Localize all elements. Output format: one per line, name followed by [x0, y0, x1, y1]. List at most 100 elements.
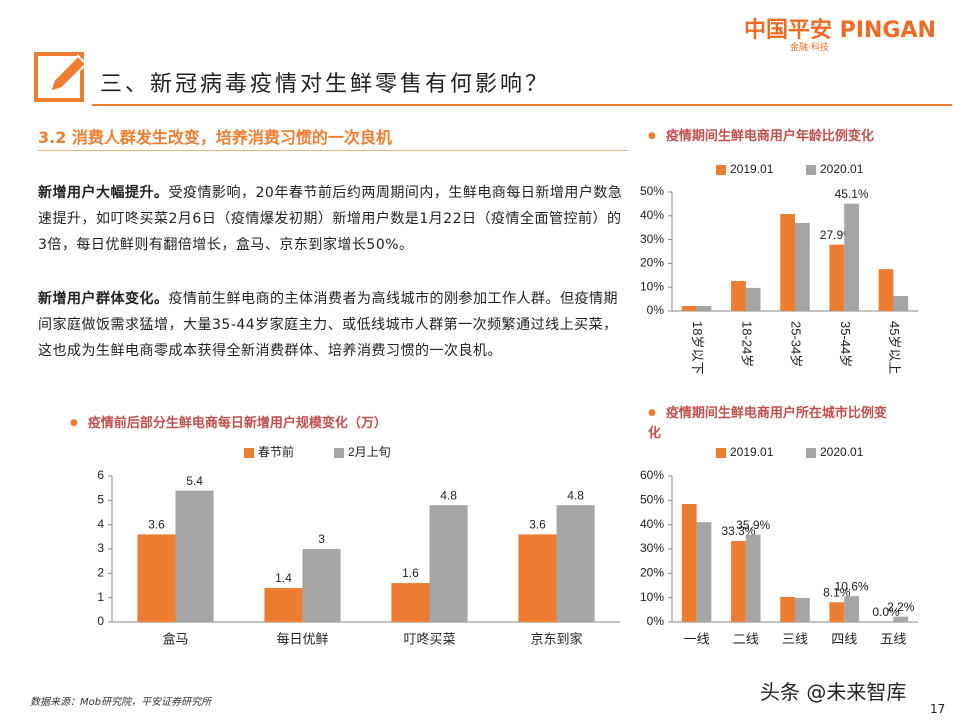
bar [391, 583, 430, 622]
bar [745, 534, 761, 622]
heading: 三、新冠病毒疫情对生鲜零售有何影响？ [100, 72, 551, 97]
legend-swatch [244, 448, 254, 458]
x-tick-label: 叮咚买菜 [403, 631, 455, 646]
y-tick-label: 0% [647, 303, 665, 317]
page-number: 17 [930, 702, 946, 716]
x-tick-label: 二线 [733, 631, 759, 646]
data-label: 45.1% [835, 187, 869, 201]
data-label: 8.1% [823, 585, 851, 599]
y-tick-label: 0 [97, 614, 104, 628]
x-tick-label: 三线 [782, 631, 808, 646]
source: 数据来源：Mob研究院，平安证券研究所 [30, 697, 212, 708]
y-tick-label: 30% [640, 541, 664, 555]
legend-swatch [806, 448, 816, 458]
y-tick-label: 0% [647, 614, 665, 628]
bar [681, 503, 697, 622]
subheading: 3.2 消费人群发生改变，培养消费习惯的一次良机 [38, 128, 392, 147]
y-tick-label: 40% [640, 517, 664, 531]
data-label: 4.8 [440, 488, 457, 502]
heading-rule [92, 104, 952, 106]
bar [696, 306, 712, 311]
data-label: 0.0% [872, 605, 900, 619]
heading-icon [34, 52, 88, 102]
bar [302, 549, 341, 622]
y-tick-label: 30% [640, 232, 664, 246]
legend-label: 2月上旬 [348, 445, 391, 459]
data-label: 33.3% [721, 524, 755, 538]
y-tick-label: 20% [640, 566, 664, 580]
legend-label: 2019.01 [730, 162, 774, 176]
bar [780, 596, 795, 622]
bar [780, 213, 795, 311]
x-tick-label: 18-24岁 [739, 321, 754, 367]
x-tick-label: 18岁以下 [690, 321, 705, 374]
legend-swatch [806, 165, 816, 175]
y-tick-label: 50% [640, 493, 664, 507]
data-label: 2.2% [887, 600, 915, 614]
data-label: 3.6 [148, 518, 165, 532]
y-tick-label: 1 [97, 590, 104, 604]
bar [745, 287, 761, 311]
bar [137, 534, 176, 622]
legend-label: 春节前 [258, 444, 294, 459]
data-label: 5.4 [186, 474, 203, 488]
bar [731, 540, 746, 622]
paragraph-text: 受疫情影响，20年春节前后约两周期间内，生鲜电商每日新增用户数急速提升，如叮咚买… [38, 185, 623, 253]
subheading-rule [38, 150, 628, 151]
bar [696, 522, 712, 622]
y-tick-label: 10% [640, 590, 664, 604]
legend-label: 2019.01 [730, 445, 774, 459]
y-tick-label: 10% [640, 279, 664, 293]
y-tick-label: 3 [97, 541, 104, 555]
paragraph: 新增用户大幅提升。受疫情影响，20年春节前后约两周期间内，生鲜电商每日新增用户数… [38, 180, 630, 258]
bar [829, 244, 845, 311]
bar [844, 203, 859, 311]
bar [518, 534, 557, 622]
bar [878, 269, 894, 311]
data-label: 10.6% [835, 579, 869, 593]
data-label: 4.8 [567, 488, 584, 502]
paragraph: 新增用户群体变化。疫情前生鲜电商的主体消费者为高线城市的刚参加工作人群。但疫情期… [38, 286, 630, 364]
legend-label: 2020.01 [820, 445, 864, 459]
legend-label: 2020.01 [820, 162, 864, 176]
bar [556, 505, 595, 622]
x-tick-label: 一线 [684, 631, 710, 646]
bar [893, 296, 909, 311]
x-tick-label: 每日优鲜 [276, 631, 328, 646]
paragraph-lead: 新增用户大幅提升。 [38, 185, 169, 201]
bar [795, 597, 810, 622]
legend-swatch [716, 448, 726, 458]
bar [681, 306, 697, 311]
x-tick-label: 五线 [880, 631, 906, 646]
bar [795, 222, 810, 311]
chart-title: 疫情前后部分生鲜电商每日新增用户规模变化（万） [70, 413, 490, 434]
data-label: 35.9% [736, 518, 770, 532]
chart-title: 疫情期间生鲜电商用户年龄比例变化 [648, 126, 908, 147]
logo-tagline: 金融·科技 [790, 43, 829, 53]
bar [844, 596, 859, 622]
bar [175, 490, 214, 622]
data-label: 3 [318, 532, 325, 546]
watermark: 头条 @未来智库 [760, 680, 907, 704]
bar [893, 616, 909, 622]
x-tick-label: 25-34岁 [789, 321, 804, 367]
y-tick-label: 20% [640, 256, 664, 270]
chart-title: 疫情期间生鲜电商用户所在城市比例变化 [648, 403, 888, 444]
bar [264, 587, 303, 622]
x-tick-label: 四线 [831, 631, 857, 646]
y-tick-label: 5 [97, 493, 104, 507]
logo: 中国平安 PINGAN [744, 18, 936, 43]
y-tick-label: 4 [97, 517, 104, 531]
legend-swatch [716, 165, 726, 175]
bar [829, 602, 845, 622]
paragraph-lead: 新增用户群体变化。 [38, 291, 169, 307]
legend-swatch [334, 448, 344, 458]
x-tick-label: 35-44岁 [838, 321, 853, 367]
x-tick-label: 盒马 [162, 631, 188, 646]
x-tick-label: 45岁以上 [887, 321, 902, 374]
data-label: 1.6 [402, 566, 419, 580]
paragraph-text: 疫情前生鲜电商的主体消费者为高线城市的刚参加工作人群。但疫情期间家庭做饭需求猛增… [38, 291, 618, 359]
y-tick-label: 6 [97, 468, 104, 482]
